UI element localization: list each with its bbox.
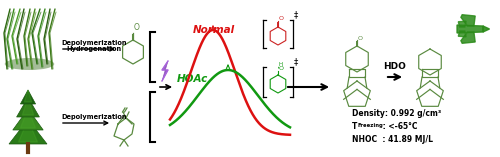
Polygon shape <box>20 90 36 104</box>
Text: Normal: Normal <box>193 25 235 35</box>
Polygon shape <box>22 97 34 115</box>
Polygon shape <box>24 90 32 102</box>
Text: Hydrogenation: Hydrogenation <box>66 46 122 52</box>
Polygon shape <box>457 25 483 33</box>
Polygon shape <box>16 97 40 117</box>
Text: O: O <box>278 16 283 22</box>
Text: H: H <box>278 62 282 67</box>
Polygon shape <box>20 109 36 128</box>
Text: ‡: ‡ <box>294 10 298 19</box>
Polygon shape <box>461 32 475 43</box>
Text: HOAc: HOAc <box>177 74 208 84</box>
Text: O: O <box>134 24 140 32</box>
Text: NHOC  : 41.89 MJ/L: NHOC : 41.89 MJ/L <box>352 135 433 144</box>
Polygon shape <box>461 15 475 26</box>
Polygon shape <box>483 26 490 32</box>
Text: Depolymerization: Depolymerization <box>61 40 127 46</box>
Text: ‡: ‡ <box>294 57 298 66</box>
Polygon shape <box>458 31 466 37</box>
Polygon shape <box>18 119 38 142</box>
Text: : <-65°C: : <-65°C <box>380 122 418 131</box>
Polygon shape <box>13 109 43 130</box>
Text: T: T <box>352 122 358 131</box>
Ellipse shape <box>5 58 54 70</box>
Text: O: O <box>278 67 283 71</box>
Text: O: O <box>358 35 362 41</box>
Text: Freezing: Freezing <box>358 124 384 128</box>
Text: Depolymerization: Depolymerization <box>61 114 127 120</box>
Text: HDO: HDO <box>384 62 406 71</box>
Text: Density: 0.992 g/cm³: Density: 0.992 g/cm³ <box>352 109 442 118</box>
Polygon shape <box>9 119 47 144</box>
Polygon shape <box>162 61 168 81</box>
Polygon shape <box>458 21 466 27</box>
